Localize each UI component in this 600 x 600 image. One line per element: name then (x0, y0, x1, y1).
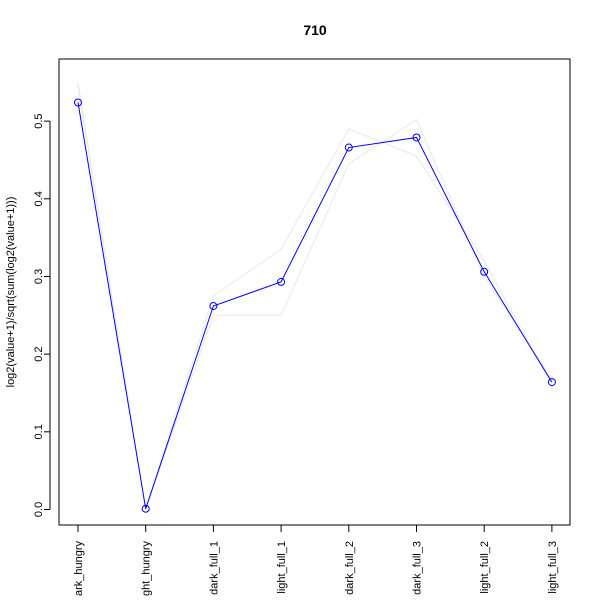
y-tick-label-4: 0.3 (33, 269, 45, 284)
data-point-5 (344, 143, 353, 152)
y-tick-label-5: 0.4 (33, 191, 45, 206)
y-axis-label: log2(value+1)/sqrt(sum(log2(value+1))) (5, 197, 17, 388)
background-line-2 (77, 86, 553, 510)
y-tick-label-3: 0.2 (33, 346, 45, 361)
chart-title: 710 (303, 22, 327, 38)
data-point-4 (277, 277, 286, 286)
x-tick-label-3: dark_full_1 (208, 541, 220, 595)
x-tick-label-7: light_full_2 (479, 541, 491, 594)
data-point-1 (74, 98, 82, 107)
background-line-1 (77, 82, 553, 510)
series-line-1 (77, 102, 553, 509)
main-series-group (74, 98, 556, 513)
plot-frame (58, 58, 571, 526)
y-tick-label-2: 0.1 (33, 424, 45, 439)
data-point-2 (141, 504, 150, 513)
x-tick-label-8: light_full_3 (547, 541, 559, 594)
x-axis: ark_hungry ght_hungry dark_full_1 light_ful… (73, 524, 559, 597)
x-tick-label-5: dark_full_2 (344, 541, 356, 595)
y-tick-label-1: 0.0 (33, 502, 45, 517)
x-tick-label-6: dark_full_3 (412, 541, 424, 595)
y-tick-label-6: 0.5 (33, 113, 45, 128)
x-tick-label-4: light_full_1 (276, 541, 288, 594)
data-point-7 (480, 267, 489, 276)
data-point-6 (412, 133, 421, 142)
x-tick-label-1: ark_hungry (73, 541, 85, 597)
data-point-3 (209, 301, 218, 310)
background-series-group (77, 82, 553, 510)
y-axis: 0.0 0.1 0.2 0.3 0.4 0.5 (33, 113, 51, 517)
x-tick-label-2: ght_hungry (141, 541, 153, 597)
data-point-8 (547, 378, 556, 387)
